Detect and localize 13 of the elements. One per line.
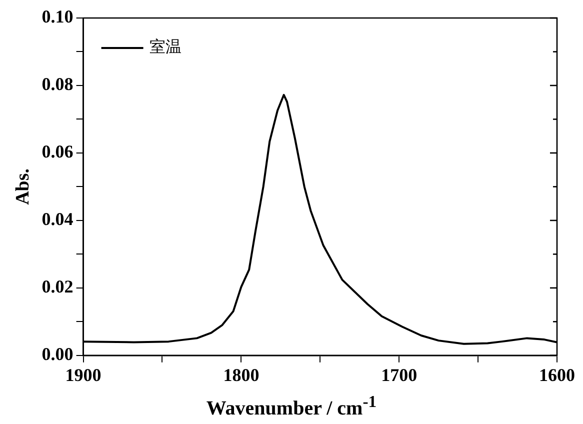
y-tick-label: 0.04	[42, 209, 74, 230]
legend-label: 室温	[149, 37, 182, 56]
y-tick-label: 0.00	[42, 344, 74, 364]
x-tick-label: 1800	[223, 364, 260, 385]
x-tick-label: 1900	[65, 364, 102, 385]
y-tick-label: 0.08	[42, 74, 74, 94]
y-tick-label: 0.06	[42, 142, 74, 162]
y-tick-label: 0.02	[42, 276, 74, 297]
x-axis-title: Wavenumber / cm$^{-1}$	[205, 392, 378, 421]
y-tick-label: 0.10	[42, 6, 74, 27]
y-axis-title: Abs.	[12, 168, 34, 205]
x-tick-label: 1700	[381, 364, 418, 385]
x-tick-label: 1600	[539, 364, 575, 385]
